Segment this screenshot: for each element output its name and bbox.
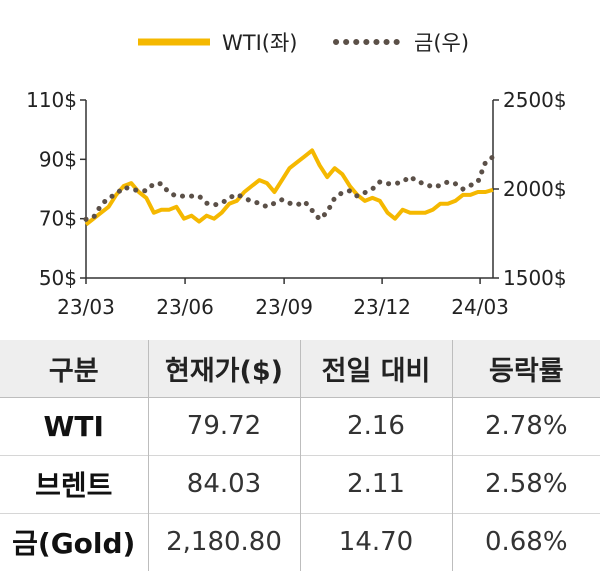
- cell-change-rate: 2.78%: [451, 397, 600, 455]
- x-tick-label: 24/03: [451, 295, 509, 319]
- y-left-tick-label: 110$: [26, 88, 77, 112]
- y-right-tick-label: 2000$: [503, 177, 567, 201]
- cell-change: 2.11: [299, 455, 452, 513]
- header-current-price: 현재가($): [147, 340, 300, 398]
- y-right-tick-label: 1500$: [503, 266, 567, 290]
- legend-label-wti: WTI(좌): [222, 31, 298, 55]
- x-tick-label: 23/03: [57, 295, 115, 319]
- price-chart: WTI(좌) 금(우) 110$ 90$ 70$ 50$ 2500$ 2000$ 1500$…: [26, 31, 567, 319]
- axis-ticks: 110$ 90$ 70$ 50$ 2500$ 2000$ 1500$ 23/03 23/06 23…: [26, 88, 567, 319]
- table-row: 금(Gold) 2,180.80 14.70 0.68%: [0, 513, 600, 571]
- table-row: WTI 79.72 2.16 2.78%: [0, 397, 600, 455]
- header-category: 구분: [0, 340, 148, 398]
- header-change: 전일 대비: [299, 340, 452, 398]
- row-label: 금(Gold): [12, 527, 136, 561]
- cell-change: 2.16: [299, 397, 452, 455]
- y-right-tick-label: 2500$: [503, 88, 567, 112]
- cell-current-price: 79.72: [147, 397, 300, 455]
- wti-series-line: [84, 148, 494, 227]
- series-layer: [83, 148, 496, 227]
- header-change-rate: 등락률: [451, 340, 600, 398]
- cell-current-price: 84.03: [147, 455, 300, 513]
- row-label: 브렌트: [35, 469, 113, 502]
- legend: WTI(좌) 금(우): [138, 31, 469, 55]
- cell-change-rate: 0.68%: [451, 513, 600, 571]
- gold-series-line: [83, 154, 496, 223]
- legend-label-gold: 금(우): [414, 31, 469, 55]
- x-tick-label: 23/12: [353, 295, 411, 319]
- cell-change: 14.70: [299, 513, 452, 571]
- y-left-tick-label: 70$: [39, 207, 77, 231]
- table-row: 브렌트 84.03 2.11 2.58%: [0, 455, 600, 513]
- row-label: WTI: [43, 409, 104, 443]
- table-header-row: 구분 현재가($) 전일 대비 등락률: [0, 340, 600, 398]
- cell-change-rate: 2.58%: [451, 455, 600, 513]
- price-table: 구분 현재가($) 전일 대비 등락률 WTI 79.72 2.16 2.78%…: [0, 340, 600, 571]
- y-left-tick-label: 50$: [39, 266, 77, 290]
- x-tick-label: 23/06: [156, 295, 214, 319]
- x-tick-label: 23/09: [255, 295, 313, 319]
- cell-current-price: 2,180.80: [147, 513, 300, 571]
- y-left-tick-label: 90$: [39, 147, 77, 171]
